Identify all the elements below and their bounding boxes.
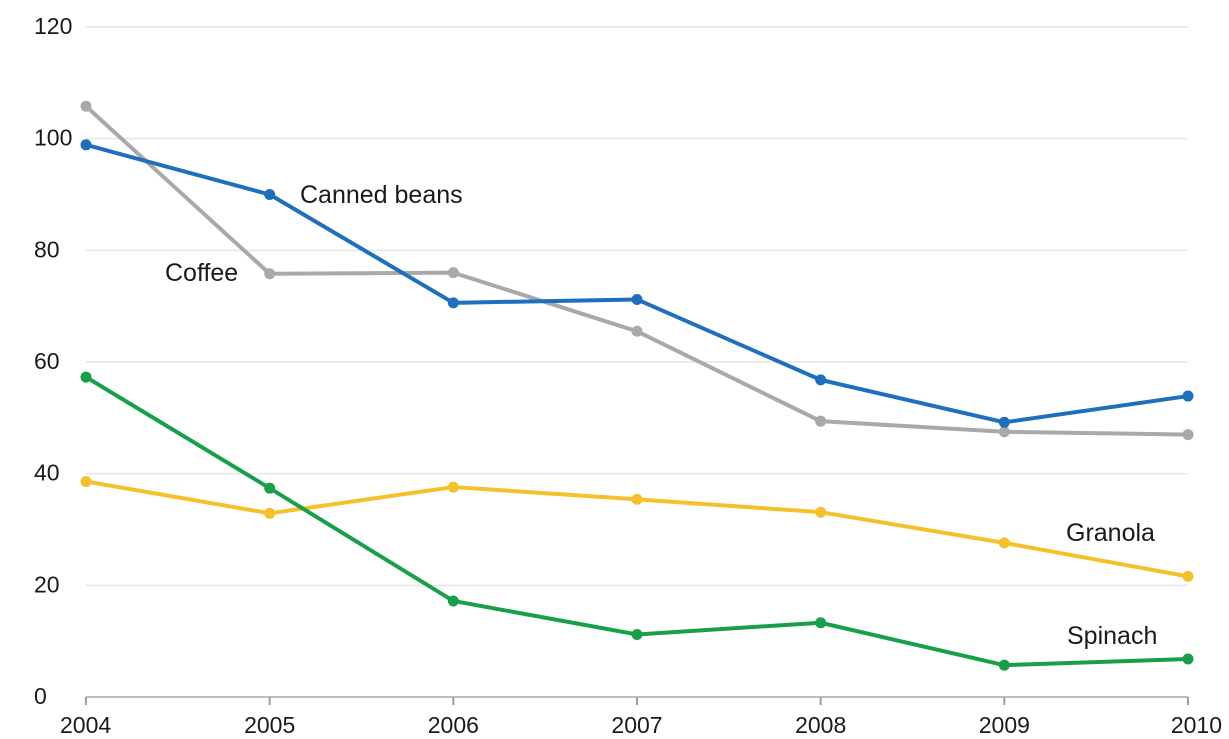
data-point-coffee (80, 100, 92, 112)
x-axis: 2004 2005 2006 2007 2008 2009 2010 (60, 696, 1222, 738)
x-tick-label: 2005 (244, 712, 295, 738)
x-tick-label: 2007 (611, 712, 662, 738)
series-coffee (80, 100, 1194, 441)
x-tick-label: 2004 (60, 712, 111, 738)
data-point-spinach (631, 628, 643, 640)
series-canned-beans (80, 139, 1194, 428)
data-point-coffee (447, 267, 459, 279)
data-point-canned-beans (1182, 390, 1194, 402)
y-tick-label: 0 (34, 683, 47, 709)
series-label-spinach: Spinach (1067, 622, 1157, 650)
series-line-canned-beans (84, 142, 1190, 425)
series-line-coffee (84, 104, 1190, 437)
x-tick-label: 2010 (1171, 712, 1222, 738)
data-point-granola (264, 507, 276, 519)
y-tick-label: 120 (34, 13, 72, 39)
data-point-canned-beans (447, 297, 459, 309)
grid-lines (86, 26, 1188, 587)
y-axis-ticks: 0 20 40 60 80 100 120 (34, 13, 72, 709)
data-point-spinach (447, 595, 459, 607)
series-label-granola: Granola (1066, 519, 1155, 547)
y-tick-label: 80 (34, 236, 60, 262)
series-granola (80, 475, 1194, 582)
data-point-canned-beans (80, 139, 92, 151)
data-point-canned-beans (264, 189, 276, 200)
data-point-spinach (80, 371, 92, 383)
data-point-granola (631, 493, 643, 505)
data-point-spinach (998, 659, 1010, 671)
data-point-coffee (998, 426, 1010, 438)
y-tick-label: 100 (34, 125, 72, 151)
data-point-coffee (1182, 429, 1194, 441)
x-tick-label: 2008 (795, 712, 846, 738)
data-point-granola (815, 506, 827, 518)
y-tick-label: 60 (34, 348, 60, 374)
data-point-spinach (815, 617, 827, 629)
series-label-canned-beans: Canned beans (300, 181, 463, 209)
data-point-canned-beans (998, 416, 1010, 428)
data-point-granola (998, 537, 1010, 549)
series-labels: Canned beans Coffee Granola Spinach (165, 181, 1157, 650)
y-tick-label: 20 (34, 571, 60, 597)
x-tick-label: 2006 (428, 712, 479, 738)
data-point-coffee (815, 415, 827, 427)
series-lines (80, 100, 1194, 671)
data-point-coffee (264, 268, 276, 280)
series-label-coffee: Coffee (165, 259, 238, 287)
data-point-spinach (1182, 653, 1194, 665)
data-point-granola (80, 475, 92, 487)
data-point-granola (447, 481, 459, 493)
series-spinach (80, 371, 1194, 671)
data-point-coffee (631, 325, 643, 337)
data-point-granola (1182, 570, 1194, 582)
data-point-canned-beans (631, 293, 643, 305)
x-tick-label: 2009 (979, 712, 1030, 738)
data-point-spinach (264, 482, 276, 494)
data-point-canned-beans (815, 374, 827, 386)
y-tick-label: 40 (34, 460, 60, 486)
